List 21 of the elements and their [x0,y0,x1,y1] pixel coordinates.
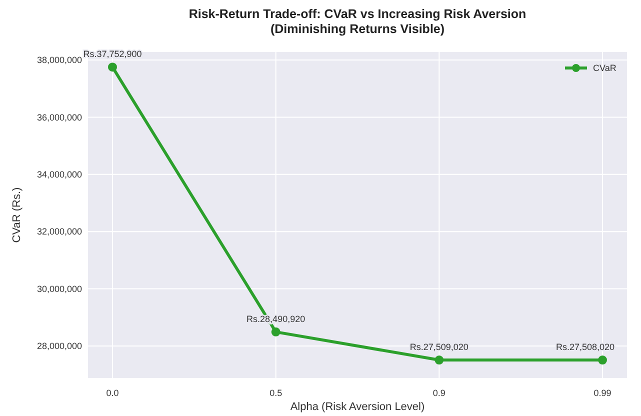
x-tick-label: 0.5 [270,388,282,398]
point [108,62,117,72]
y-tick-label: 30,000,000 [36,284,82,294]
data-label: Rs.37,752,900 [83,49,142,60]
x-tick-label: 0.99 [594,388,612,398]
chart-title: Risk-Return Trade-off: CVaR vs Increasing Risk Aversion (Diminishing Returns Visible) [188,7,526,36]
y-tick-label: 36,000,000 [36,112,82,122]
x-axis-title: Alpha (Risk Aversion Level) [290,401,425,413]
point [271,327,280,336]
y-tick-label: 34,000,000 [36,170,82,180]
legend-label: CVaR [593,63,617,74]
x-tick-label: 0.0 [106,388,119,398]
y-tick-label: 28,000,000 [36,341,82,352]
point [598,356,607,365]
y-tick-label: 38,000,000 [36,55,82,66]
y-tick-label: 32,000,000 [36,226,82,237]
y-axis-title: CVaR (Rs.) [11,187,23,243]
data-label: Rs.27,509,020 [410,342,468,352]
point [434,356,444,365]
x-tick-label: 0.9 [432,388,446,398]
data-label: Rs.27,508,020 [556,342,614,352]
